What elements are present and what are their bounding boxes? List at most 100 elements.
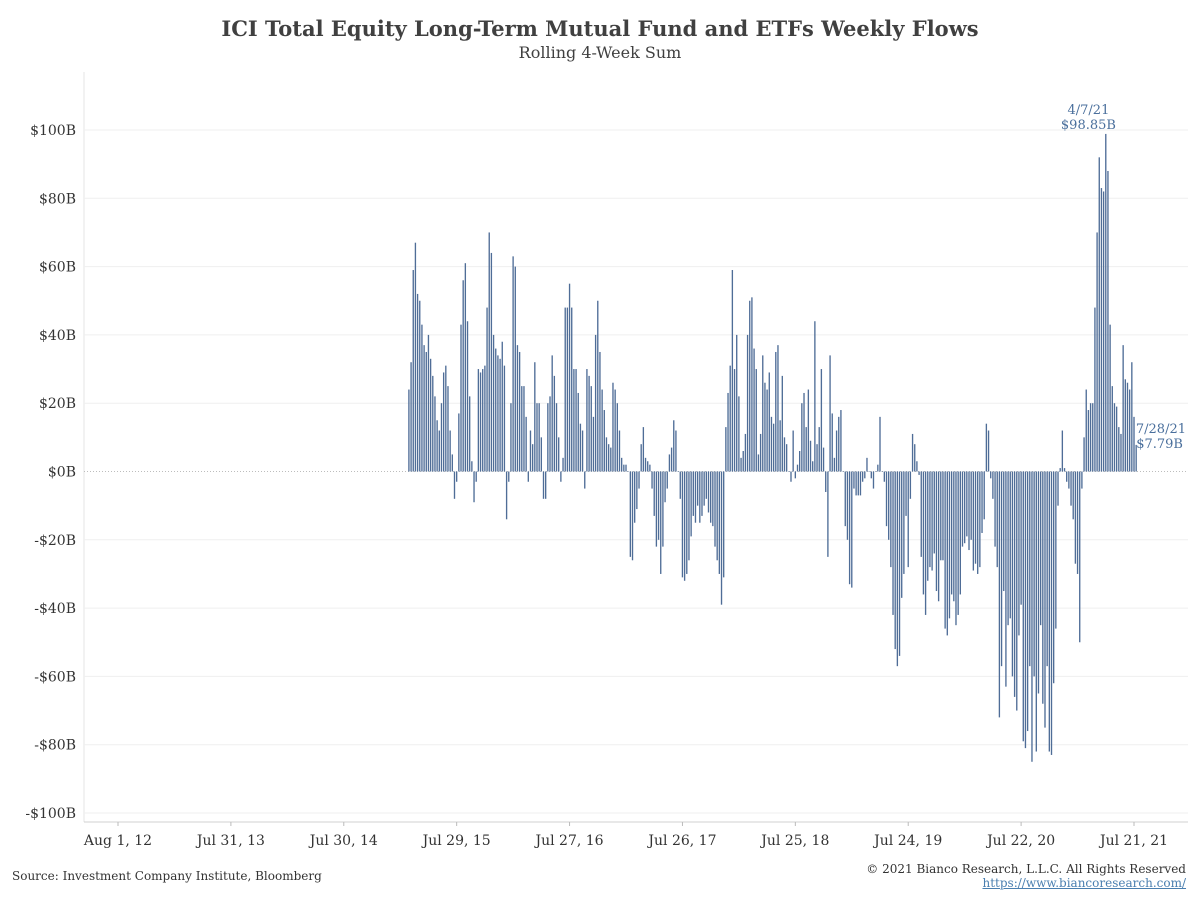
flow-bar	[1031, 471, 1033, 762]
flow-bar	[416, 293, 419, 472]
flow-bar	[1057, 471, 1059, 506]
flow-bar	[785, 444, 788, 472]
flow-bar	[942, 471, 944, 561]
flow-bar	[792, 430, 794, 472]
flow-bar	[1003, 471, 1005, 592]
flow-bar	[673, 420, 675, 472]
y-tick-label: $40B	[39, 328, 76, 344]
flow-bar	[466, 321, 469, 472]
flow-bar	[903, 471, 905, 574]
flow-bar	[584, 471, 586, 489]
flow-bar	[751, 297, 753, 472]
flow-bar	[987, 430, 990, 472]
flow-bar	[586, 369, 588, 472]
flow-bar	[955, 471, 957, 626]
flow-bar	[920, 471, 922, 557]
flow-bar	[623, 464, 625, 472]
flow-bar	[970, 471, 972, 540]
flow-bar	[738, 396, 740, 472]
flow-bar	[1042, 471, 1044, 704]
flow-bar	[590, 386, 592, 472]
flow-bar	[516, 345, 519, 472]
flow-bar	[644, 457, 647, 472]
flow-bar	[599, 351, 601, 472]
flow-bar	[844, 471, 846, 527]
flow-bar	[807, 389, 810, 472]
x-tick-label: Jul 30, 14	[308, 833, 378, 849]
flow-bar	[1126, 382, 1129, 472]
flow-bar	[653, 471, 655, 516]
flow-bar	[1083, 437, 1085, 472]
flow-bar	[690, 471, 692, 537]
flow-bar	[547, 403, 549, 472]
flow-bar	[1037, 471, 1040, 694]
flow-bar	[716, 471, 718, 561]
flow-bar	[1018, 471, 1020, 636]
flow-bar	[668, 454, 671, 472]
flow-bar	[703, 471, 705, 506]
flow-bar	[948, 471, 951, 619]
flow-bar	[529, 430, 532, 472]
flow-bar	[577, 392, 579, 472]
flow-bar	[783, 437, 786, 472]
y-tick-label: $100B	[30, 123, 76, 139]
flow-bar	[729, 365, 731, 472]
flow-bar	[651, 471, 653, 489]
flow-bar	[998, 471, 1001, 718]
flow-bar	[1072, 471, 1074, 520]
y-tick-label: $60B	[39, 260, 76, 276]
flow-bar	[1035, 471, 1037, 752]
x-tick-label: Jul 26, 17	[646, 833, 716, 849]
flow-bar	[518, 351, 521, 472]
flow-bar	[890, 471, 892, 568]
source-note: Source: Investment Company Institute, Bl…	[12, 869, 322, 883]
x-tick-label: Jul 25, 18	[759, 833, 829, 849]
flow-bar	[427, 334, 430, 472]
y-tick-label: $20B	[39, 396, 76, 412]
flow-bar	[775, 351, 777, 472]
y-tick-label: -$60B	[34, 669, 76, 685]
flow-bar	[679, 471, 681, 499]
flow-bar	[881, 471, 883, 472]
flow-bar	[442, 372, 445, 472]
flow-bar	[607, 444, 610, 472]
flow-bar	[694, 471, 697, 523]
flow-bar	[907, 471, 909, 568]
flow-bar	[816, 444, 818, 472]
flow-bar	[1113, 403, 1116, 472]
flow-bar	[527, 471, 529, 482]
flow-bar	[655, 471, 658, 547]
x-tick-label: Jul 31, 13	[195, 833, 265, 849]
flow-bar	[983, 471, 985, 520]
chart-subtitle: Rolling 4-Week Sum	[518, 43, 682, 62]
flow-bar	[877, 464, 879, 472]
flow-bar	[488, 232, 490, 472]
flow-bar	[540, 437, 543, 472]
annotations: 4/7/21$98.85B 7/28/21$7.79B	[1061, 103, 1186, 452]
flow-bar	[425, 351, 427, 472]
flow-bar	[799, 451, 801, 472]
website-link[interactable]: https://www.biancoresearch.com/	[982, 876, 1186, 890]
flow-bar	[979, 471, 981, 568]
flow-bar	[992, 471, 994, 499]
flow-bar	[484, 365, 486, 472]
flow-bar	[705, 471, 707, 499]
flow-bar	[579, 423, 582, 472]
flow-bar	[603, 410, 605, 472]
flow-bar	[1105, 133, 1107, 472]
copyright-block: © 2021 Bianco Research, L.L.C. All Right…	[866, 862, 1186, 890]
flow-bar	[963, 471, 966, 544]
flow-bar	[592, 416, 595, 472]
flow-bar	[545, 471, 547, 499]
flow-bar	[558, 437, 560, 472]
flow-bar	[801, 403, 803, 472]
flow-bar	[790, 471, 792, 482]
flow-bar	[883, 471, 886, 482]
flow-bar	[1120, 433, 1122, 472]
flow-bar	[701, 471, 703, 516]
flow-bar	[796, 464, 799, 472]
flow-bar	[560, 471, 562, 482]
flow-bar	[1046, 471, 1048, 667]
flow-bar	[809, 440, 812, 472]
flow-bar	[1107, 170, 1109, 472]
